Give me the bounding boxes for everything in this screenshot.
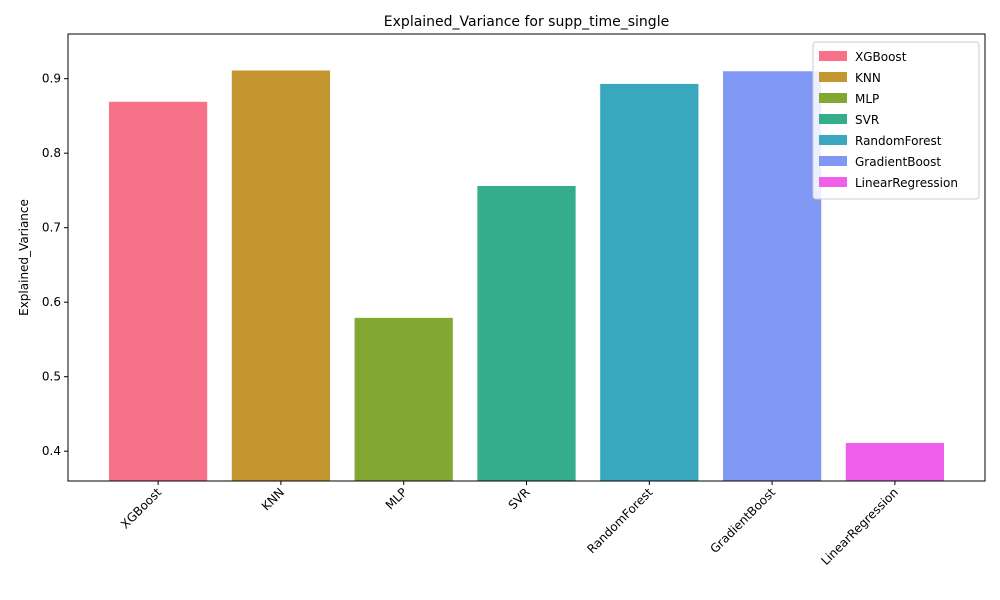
bar-knn [231, 70, 331, 481]
plot-frame [67, 33, 986, 482]
y-tick-label: 0.4 [42, 444, 61, 458]
legend-swatch [819, 72, 847, 82]
legend-swatch [819, 135, 847, 145]
y-tick-label: 0.7 [42, 221, 61, 235]
legend-box [812, 41, 980, 200]
chart-title: Explained_Variance for supp_time_single [384, 14, 669, 30]
legend-label: LinearRegression [855, 176, 958, 190]
legend-swatch [819, 51, 847, 61]
bar-xgboost [108, 101, 208, 481]
y-tick-label: 0.9 [42, 72, 61, 86]
legend-label: GradientBoost [855, 155, 941, 169]
y-axis: 0.4 0.5 0.6 0.7 0.8 0.9 [42, 72, 68, 458]
legend-label: SVR [855, 113, 879, 127]
bar-gradientboost [722, 71, 822, 481]
legend-label: XGBoost [855, 50, 907, 64]
bar-mlp [354, 317, 453, 481]
y-tick-label: 0.8 [42, 146, 61, 160]
legend-label: RandomForest [855, 134, 942, 148]
bars-group [108, 70, 945, 482]
legend: XGBoost KNN MLP SVR RandomForest GradientBoos… [812, 41, 980, 200]
legend-swatch [819, 177, 847, 187]
legend-label: MLP [855, 92, 879, 106]
legend-label: KNN [855, 71, 881, 85]
legend-swatch [819, 114, 847, 124]
y-axis-label: Explained_Variance [17, 199, 31, 316]
legend-swatch [819, 156, 847, 166]
legend-swatch [819, 93, 847, 103]
bar-linearregression [845, 443, 945, 481]
y-tick-label: 0.5 [42, 370, 61, 384]
y-tick-label: 0.6 [42, 295, 61, 309]
bar-randomforest [600, 83, 699, 481]
bar-svr [477, 185, 576, 482]
